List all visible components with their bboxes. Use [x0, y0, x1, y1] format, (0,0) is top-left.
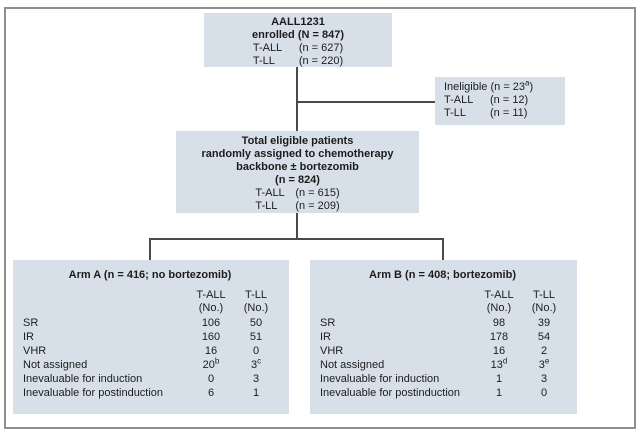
ineligible-tll-label: T-LL — [444, 107, 467, 119]
arm-a-row-inevaluable-postinduction: Inevaluable for postinduction 6 1 — [23, 387, 260, 399]
ineligible-box: Ineligible (n = 23a) T-ALL (n = 12) T-LL… — [435, 77, 565, 125]
arm-b-row-inevaluable-induction: Inevaluable for induction 1 3 — [320, 373, 548, 385]
arm-b-col-tll-header: T-LL (No.) — [531, 289, 557, 314]
connector-branch-horizontal — [149, 238, 444, 240]
connector-enrollment-to-eligible — [296, 67, 298, 131]
ineligible-counts: T-ALL (n = 12) T-LL (n = 11) — [444, 94, 528, 120]
arm-b-box: Arm B (n = 408; bortezomib) T-ALL (No.) T… — [310, 260, 577, 414]
enrollment-tll-value: (n = 220) — [298, 55, 344, 67]
arm-a-col-tall-header: T-ALL (No.) — [196, 289, 226, 314]
arm-b-row-inevaluable-postinduction: Inevaluable for postinduction 1 0 — [320, 387, 548, 399]
ineligible-label: Ineligible — [444, 81, 491, 93]
arm-a-title: Arm A (n = 416; no bortezomib) — [68, 269, 232, 281]
arm-b-row-not-assigned: Not assigned 13d 3e — [320, 356, 550, 371]
connector-to-ineligible — [296, 101, 435, 103]
arm-b-row-vhr: VHR 16 2 — [320, 345, 548, 357]
eligible-tll-value: (n = 209) — [295, 200, 340, 212]
eligible-line1: Total eligible patients — [241, 135, 354, 147]
arm-a-row-vhr: VHR 16 0 — [23, 345, 260, 357]
enrollment-tall-label: T-ALL — [252, 42, 283, 54]
arm-a-row-sr: SR 106 50 — [23, 317, 263, 329]
enrollment-tll-label: T-LL — [252, 55, 275, 67]
ineligible-tall-label: T-ALL — [444, 94, 474, 106]
arm-a-row-not-assigned: Not assigned 20b 3c — [23, 356, 262, 371]
eligible-tall-value: (n = 615) — [295, 187, 340, 199]
enrollment-box: AALL1231 enrolled (N = 847) T-ALL (n = 6… — [204, 13, 392, 67]
ineligible-value-post: ) — [529, 81, 534, 93]
enrollment-title: AALL1231 — [271, 16, 325, 28]
eligible-tall-label: T-ALL — [255, 187, 285, 199]
connector-branch-right-drop — [442, 238, 444, 260]
eligible-line3: backbone ± bortezomib — [236, 161, 359, 173]
arm-b-row-ir: IR 178 54 — [320, 331, 551, 343]
arm-a-col-tll-header: T-LL (No.) — [243, 289, 269, 314]
arm-a-box: Arm A (n = 416; no bortezomib) T-ALL (No.… — [13, 260, 289, 414]
arm-a-header-row: T-ALL (No.) T-LL (No.) — [23, 289, 277, 315]
arm-b-header-row: T-ALL (No.) T-LL (No.) — [320, 289, 565, 315]
arm-b-col-tall-header: T-ALL (No.) — [484, 289, 514, 314]
arm-b-row-sr: SR 98 39 — [320, 317, 551, 329]
arm-a-row-inevaluable-induction: Inevaluable for induction 0 3 — [23, 373, 260, 385]
arm-b-title: Arm B (n = 408; bortezomib) — [369, 269, 516, 281]
arm-a-row-ir: IR 160 51 — [23, 331, 263, 343]
eligible-counts: T-ALL (n = 615) T-LL (n = 209) — [255, 187, 339, 213]
ineligible-title-row: Ineligible (n = 23a) — [444, 78, 559, 94]
ineligible-value-sup: a — [525, 78, 530, 88]
connector-eligible-to-branch — [296, 212, 298, 240]
ineligible-tall-value: (n = 12) — [490, 94, 529, 106]
ineligible-tll-value: (n = 11) — [490, 107, 528, 119]
ineligible-value-pre: (n = 23 — [490, 81, 526, 93]
enrollment-tall-value: (n = 627) — [298, 42, 344, 54]
eligible-line4: (n = 824) — [275, 174, 320, 186]
connector-branch-left-drop — [149, 238, 151, 260]
enrollment-subtitle: enrolled (N = 847) — [251, 29, 344, 41]
eligible-box: Total eligible patients randomly assigne… — [176, 131, 419, 213]
enrollment-counts: T-ALL (n = 627) T-LL (n = 220) — [253, 42, 343, 68]
eligible-tll-label: T-LL — [255, 200, 278, 212]
eligible-line2: randomly assigned to chemotherapy — [201, 148, 394, 160]
